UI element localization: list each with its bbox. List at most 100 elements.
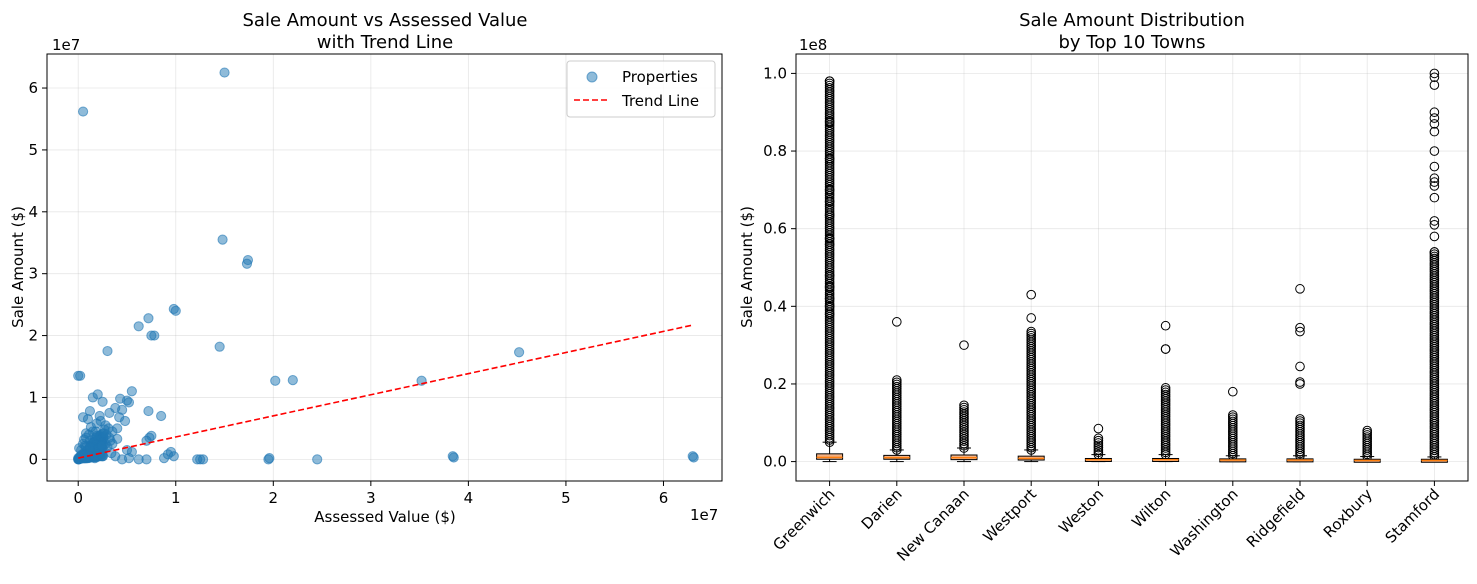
scatter-point — [158, 453, 170, 464]
boxplot-outlier — [1362, 432, 1372, 442]
boxplot-outlier — [1026, 313, 1036, 323]
boxplot-outlier — [1429, 161, 1440, 172]
scatter-point — [119, 415, 131, 427]
boxplot-outlier — [1429, 68, 1440, 79]
boxplot-outlier — [1295, 416, 1305, 426]
boxplot-outlier — [824, 154, 835, 164]
boxplot-outlier — [1093, 447, 1104, 458]
boxplot-title-line-1: Sale Amount Distribution — [1019, 10, 1245, 31]
boxplot-outlier — [1362, 427, 1372, 438]
boxplot-outlier — [824, 78, 835, 89]
boxplot-outlier — [1228, 386, 1238, 397]
boxplot-outlier — [1429, 253, 1440, 264]
boxplot-outlier — [1295, 418, 1305, 429]
boxplot-outlier — [1429, 181, 1440, 191]
boxplot-outlier — [1026, 330, 1036, 341]
boxplot-outlier — [1295, 361, 1305, 372]
scatter-point — [688, 452, 699, 463]
scatter-point — [219, 67, 230, 78]
scatter-point — [96, 440, 107, 451]
boxplot-y-offset-label: 1e8 — [799, 36, 827, 54]
boxplot-outlier — [824, 117, 835, 127]
scatter-point — [143, 405, 154, 417]
scatter-point — [156, 410, 167, 422]
scatter-x-tick-label: 5 — [561, 489, 571, 507]
scatter-y-tick-label: 4 — [28, 203, 38, 221]
boxplot-boxes — [816, 68, 1448, 463]
boxplot-outlier — [1160, 387, 1171, 398]
scatter-plot-frame — [46, 53, 723, 482]
boxplot-outlier — [892, 377, 902, 388]
boxplot-outlier — [1295, 379, 1305, 389]
boxplot-outlier — [1093, 442, 1104, 453]
scatter-point — [133, 321, 144, 332]
scatter-point — [170, 305, 181, 316]
boxplot-outlier — [1228, 414, 1238, 425]
legend-marker-properties — [586, 71, 598, 83]
scatter-point — [143, 313, 154, 324]
boxplot-outlier — [1429, 220, 1440, 230]
scatter-y-tick-label: 2 — [28, 327, 38, 345]
scatter-title-line-2: with Trend Line — [317, 32, 453, 53]
boxplot-outlier — [1362, 430, 1372, 440]
boxplot-outlier — [1429, 126, 1440, 137]
boxplot-outlier — [824, 185, 835, 195]
scatter-point — [115, 393, 126, 404]
boxplot-y-tick-label: 0.4 — [763, 297, 787, 315]
boxplot-outlier — [1026, 289, 1036, 300]
legend-label-trend-line: Trend Line — [621, 92, 699, 110]
boxplot-y-tick-label: 0.8 — [763, 142, 787, 160]
scatter-chart: 0 1 2 3 4 5 6 0 1 2 3 4 5 6 Sale Amount vs Assessed … — [9, 10, 723, 526]
boxplot-outlier — [1429, 72, 1440, 83]
boxplot-outlier — [1026, 326, 1036, 337]
scatter-point — [102, 345, 113, 357]
boxplot-y-tick-label: 0.0 — [763, 453, 787, 471]
boxplot-outlier — [959, 407, 969, 417]
boxplot-outlier — [1429, 107, 1440, 118]
legend-label-properties: Properties — [622, 68, 698, 86]
scatter-point — [192, 454, 203, 465]
scatter-point — [123, 397, 135, 408]
boxplot-y-tick-label: 0.2 — [763, 375, 787, 393]
boxplot-outlier — [1093, 423, 1104, 434]
boxplot-outlier — [824, 82, 835, 93]
scatter-point — [126, 446, 137, 458]
boxplot-outlier — [824, 233, 835, 244]
boxplot-outlier — [1429, 146, 1440, 156]
scatter-point — [77, 106, 89, 117]
boxplot-outlier — [1093, 433, 1104, 444]
boxplot-box — [816, 453, 844, 460]
boxplot-y-tick-label: 1.0 — [763, 64, 787, 82]
boxplot-outlier — [1160, 383, 1171, 393]
scatter-point — [514, 347, 525, 358]
scatter-y-tick-label: 0 — [28, 450, 38, 468]
boxplot-outlier — [959, 404, 969, 415]
scatter-x-ticks: 0 1 2 3 4 5 6 — [73, 481, 668, 507]
boxplot-outlier — [824, 239, 835, 250]
boxplot-outlier — [1429, 80, 1440, 90]
boxplot-outlier — [1429, 251, 1440, 262]
boxplot-outlier — [1429, 249, 1440, 259]
boxplot-outlier — [1093, 435, 1104, 446]
boxplot-y-axis-label: Sale Amount ($) — [738, 206, 756, 328]
scatter-point — [264, 453, 275, 464]
scatter-x-tick-label: 1 — [171, 489, 181, 507]
boxplot-outlier — [824, 76, 835, 86]
boxplot-outlier — [1093, 438, 1104, 448]
scatter-y-offset-label: 1e7 — [52, 36, 80, 54]
boxplot-outlier — [1160, 344, 1171, 354]
boxplot-title-line-2: by Top 10 Towns — [1059, 32, 1206, 53]
boxplot-outlier — [1228, 416, 1238, 427]
scatter-point — [104, 407, 115, 419]
boxplot-outlier — [1362, 425, 1372, 436]
boxplot-outlier — [959, 402, 969, 413]
scatter-y-tick-label: 6 — [28, 79, 38, 97]
scatter-point — [217, 234, 228, 245]
boxplot-y-tick-label: 0.6 — [763, 220, 787, 238]
scatter-point — [91, 430, 102, 441]
boxplot-outlier — [1295, 322, 1305, 333]
boxplot-outlier — [824, 309, 835, 319]
boxplot-outlier — [1295, 420, 1305, 431]
